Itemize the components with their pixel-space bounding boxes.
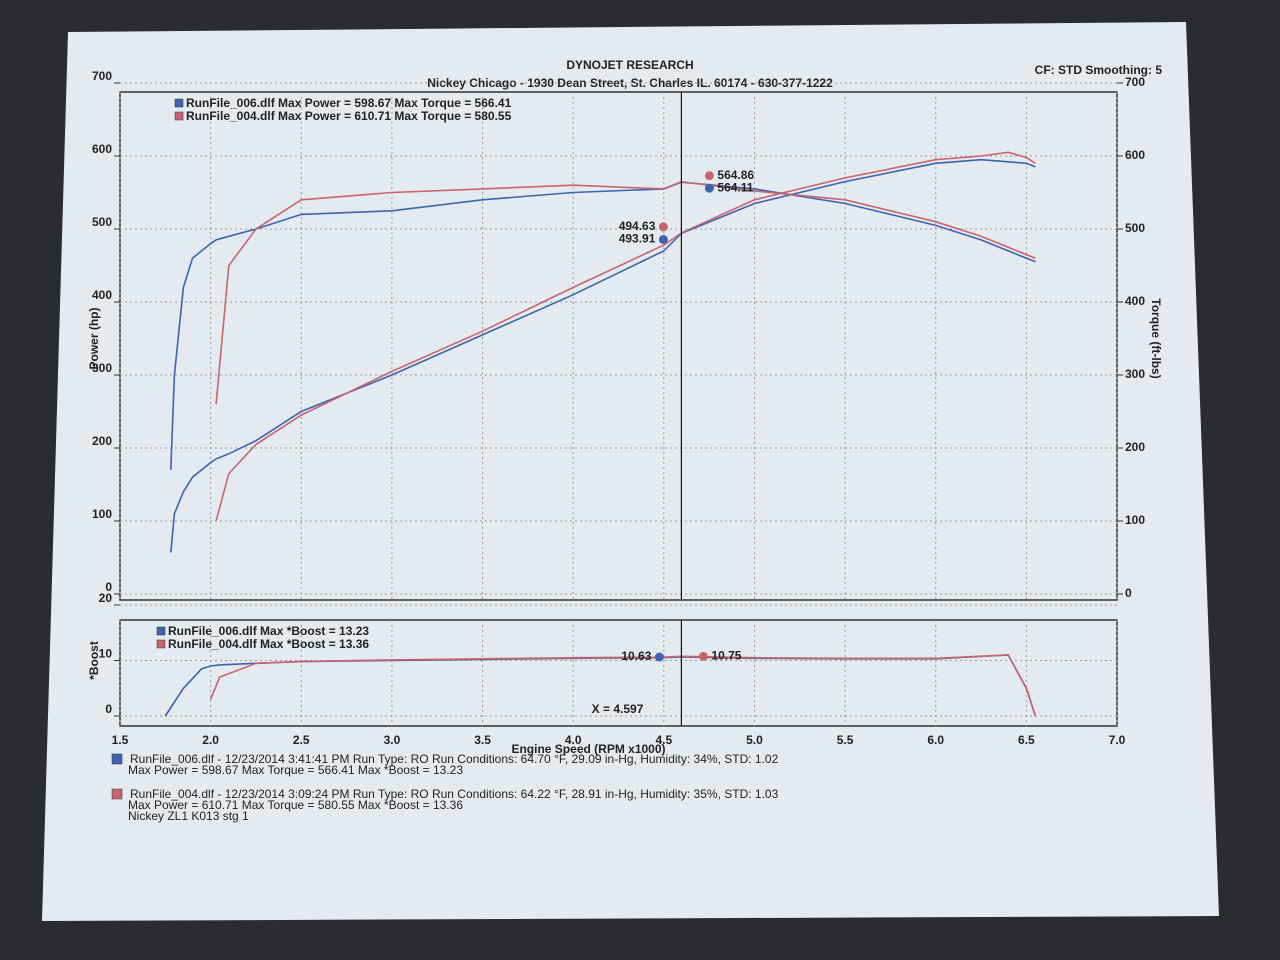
value-dot: [658, 222, 668, 232]
value-label: 493.91: [619, 232, 656, 246]
y2-tick-label: 400: [1125, 294, 1145, 308]
y-tick-label: 10: [99, 647, 113, 661]
value-label: 494.63: [619, 219, 656, 233]
x-tick-label: 6.5: [1018, 733, 1035, 747]
y2-axis-label: Torque (ft-lbs): [1149, 298, 1163, 378]
y-tick-label: 500: [92, 215, 112, 229]
cursor-label: X = 4.597: [592, 702, 644, 716]
y-tick-label: 0: [105, 702, 112, 716]
value-label: 564.11: [717, 180, 753, 194]
x-tick-label: 2.0: [202, 733, 219, 747]
value-dot: [658, 234, 668, 244]
value-dot: [698, 651, 708, 661]
x-axis-label: Engine Speed (RPM x1000): [511, 742, 665, 756]
value-dot: [704, 183, 714, 193]
y-tick-label: 0: [105, 580, 112, 594]
x-tick-label: 4.5: [655, 733, 672, 747]
legend-swatch: [174, 98, 184, 108]
y2-tick-label: 500: [1125, 221, 1145, 235]
y-tick-label: 300: [92, 361, 112, 375]
x-tick-label: 5.5: [837, 733, 854, 747]
value-label: 10.75: [711, 649, 741, 663]
y2-tick-label: 200: [1125, 440, 1145, 454]
y2-tick-label: 600: [1125, 148, 1145, 162]
x-tick-label: 3.5: [474, 733, 491, 747]
plot-frame: [119, 619, 1118, 727]
run-info: Max Power = 610.71 Max Torque = 580.55 M…: [128, 798, 463, 812]
x-tick-label: 5.0: [746, 733, 763, 747]
value-dot: [654, 652, 664, 662]
x-tick-label: 6.0: [927, 733, 944, 747]
y2-tick-label: 100: [1125, 513, 1145, 527]
y2-tick-label: 0: [1125, 586, 1132, 600]
series-line: [215, 180, 1036, 405]
legend-swatch: [156, 639, 166, 649]
legend-swatch: [174, 111, 184, 121]
y-tick-label: 700: [92, 69, 112, 83]
y-axis-label: Power (hp): [87, 307, 101, 369]
x-tick-label: 7.0: [1109, 733, 1126, 747]
y-tick-label: 20: [99, 591, 113, 605]
run-info: RunFile_004.dlf - 12/23/2014 3:09:24 PM …: [130, 787, 779, 801]
run-info: Nickey ZL1 K013 stg 1: [128, 809, 249, 823]
value-dot: [704, 171, 714, 181]
series-line: [170, 158, 1036, 553]
legend-label: RunFile_006.dlf Max Power = 598.67 Max T…: [186, 96, 512, 110]
x-tick-label: 2.5: [293, 733, 310, 747]
legend-label: RunFile_004.dlf Max Power = 610.71 Max T…: [186, 109, 512, 123]
value-label: 10.63: [621, 649, 651, 663]
header-settings: CF: STD Smoothing: 5: [1035, 63, 1163, 77]
y-axis-label: *Boost: [87, 641, 101, 680]
series-line: [170, 181, 1036, 470]
y2-tick-label: 700: [1125, 75, 1145, 89]
run-swatch: [111, 788, 123, 800]
y-tick-label: 100: [92, 507, 112, 521]
x-tick-label: 1.5: [112, 733, 129, 747]
run-info: Max Power = 598.67 Max Torque = 566.41 M…: [128, 763, 463, 777]
header-title: DYNOJET RESEARCH: [566, 58, 693, 72]
y2-tick-label: 300: [1125, 367, 1145, 381]
run-info: RunFile_006.dlf - 12/23/2014 3:41:41 PM …: [130, 752, 779, 766]
y-tick-label: 200: [92, 434, 112, 448]
y-tick-label: 600: [92, 142, 112, 156]
y-tick-label: 400: [92, 288, 112, 302]
legend-label: RunFile_004.dlf Max *Boost = 13.36: [168, 637, 369, 651]
plot-frame: [119, 91, 1118, 601]
series-line: [215, 151, 1036, 522]
legend-swatch: [156, 626, 166, 636]
x-tick-label: 3.0: [384, 733, 401, 747]
legend-label: RunFile_006.dlf Max *Boost = 13.23: [168, 624, 369, 638]
paper: [42, 22, 1219, 921]
value-label: 564.86: [717, 168, 754, 182]
x-tick-label: 4.0: [565, 733, 582, 747]
run-swatch: [111, 753, 123, 765]
